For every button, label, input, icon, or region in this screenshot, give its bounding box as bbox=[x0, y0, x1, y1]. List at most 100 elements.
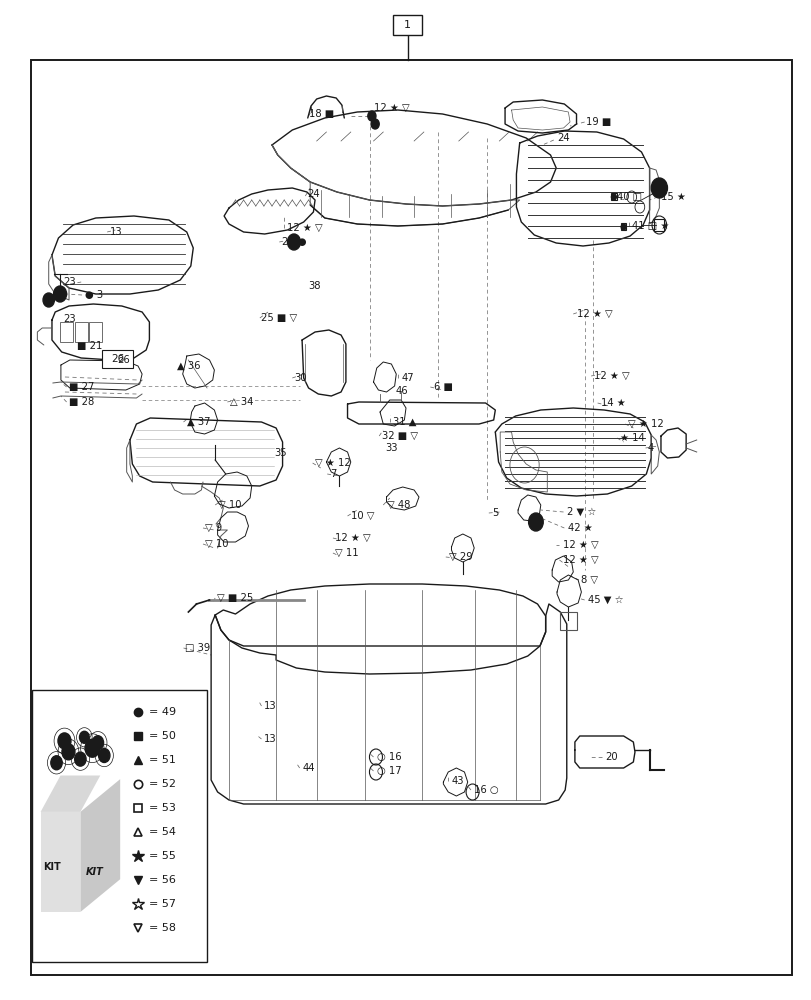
Circle shape bbox=[54, 286, 67, 302]
Text: = 56: = 56 bbox=[148, 875, 175, 885]
Bar bbox=[611, 193, 616, 200]
Text: 42 ★: 42 ★ bbox=[567, 523, 591, 533]
Text: 31 ▲: 31 ▲ bbox=[393, 417, 416, 427]
Text: 22 ●: 22 ● bbox=[281, 237, 306, 247]
Text: 7: 7 bbox=[330, 469, 337, 479]
Text: 26: 26 bbox=[111, 354, 124, 364]
Circle shape bbox=[98, 748, 109, 762]
Text: ▲ 37: ▲ 37 bbox=[187, 417, 210, 427]
Text: ■ 28: ■ 28 bbox=[69, 397, 94, 407]
Text: 16 ○: 16 ○ bbox=[474, 785, 498, 795]
Text: 12 ★ ▽: 12 ★ ▽ bbox=[373, 103, 409, 113]
Text: ▽ ■ 25: ▽ ■ 25 bbox=[217, 593, 253, 603]
Polygon shape bbox=[80, 779, 120, 912]
Text: 18 ■: 18 ■ bbox=[308, 109, 333, 119]
Bar bbox=[32, 690, 207, 962]
Text: = 58: = 58 bbox=[148, 923, 175, 933]
Circle shape bbox=[62, 744, 75, 760]
Text: 20: 20 bbox=[604, 752, 617, 762]
Polygon shape bbox=[41, 776, 101, 812]
Circle shape bbox=[620, 224, 625, 230]
Text: ▽ 10: ▽ 10 bbox=[205, 539, 229, 549]
Circle shape bbox=[528, 513, 543, 531]
Text: 6 ■: 6 ■ bbox=[433, 382, 452, 392]
Text: = 49: = 49 bbox=[148, 707, 175, 717]
Text: 15 ★: 15 ★ bbox=[660, 192, 685, 202]
Text: 32 ■ ▽: 32 ■ ▽ bbox=[381, 431, 417, 441]
Text: ▽ ★ 12: ▽ ★ 12 bbox=[315, 458, 350, 468]
Polygon shape bbox=[41, 812, 80, 912]
Circle shape bbox=[51, 756, 62, 770]
Text: 14 ★: 14 ★ bbox=[600, 398, 624, 408]
Bar bbox=[102, 350, 133, 368]
Text: 46: 46 bbox=[395, 386, 408, 396]
Text: 12 ★ ▽: 12 ★ ▽ bbox=[576, 309, 611, 319]
Text: 30: 30 bbox=[294, 373, 307, 383]
Text: 35: 35 bbox=[274, 448, 287, 458]
Circle shape bbox=[43, 293, 54, 307]
Bar bbox=[75, 322, 88, 342]
Text: 25 ■ ▽: 25 ■ ▽ bbox=[261, 313, 298, 323]
Text: □ 39: □ 39 bbox=[185, 643, 210, 653]
Text: = 57: = 57 bbox=[148, 899, 175, 909]
Text: 41 □ ★: 41 □ ★ bbox=[631, 221, 668, 231]
Text: ▽ ★ 12: ▽ ★ 12 bbox=[628, 419, 663, 429]
Circle shape bbox=[75, 752, 86, 766]
Text: 12 ★ ▽: 12 ★ ▽ bbox=[562, 555, 598, 565]
Text: ▽ 9: ▽ 9 bbox=[205, 523, 222, 533]
Text: 5: 5 bbox=[491, 508, 498, 518]
Circle shape bbox=[85, 739, 100, 757]
Circle shape bbox=[371, 119, 379, 129]
Circle shape bbox=[92, 736, 104, 750]
Text: ○ 16: ○ 16 bbox=[376, 752, 401, 762]
Text: 10 ▽: 10 ▽ bbox=[350, 511, 374, 521]
Text: 13: 13 bbox=[264, 734, 277, 744]
Bar bbox=[654, 219, 663, 231]
Text: ★ 14: ★ 14 bbox=[619, 433, 643, 443]
Text: 45 ▼ ☆: 45 ▼ ☆ bbox=[587, 595, 623, 605]
Text: 2 ▼ ☆: 2 ▼ ☆ bbox=[566, 507, 595, 517]
Circle shape bbox=[79, 731, 89, 743]
Circle shape bbox=[611, 194, 616, 200]
Text: 19 ■: 19 ■ bbox=[586, 117, 611, 127]
Bar bbox=[393, 15, 422, 35]
Text: = 52: = 52 bbox=[148, 779, 175, 789]
Bar bbox=[60, 322, 73, 342]
Text: 40 □: 40 □ bbox=[616, 192, 642, 202]
Text: 38: 38 bbox=[308, 281, 320, 291]
Text: ▽ 11: ▽ 11 bbox=[335, 548, 358, 558]
Text: ■ 27: ■ 27 bbox=[69, 382, 94, 392]
Text: = 54: = 54 bbox=[148, 827, 175, 837]
Text: 4: 4 bbox=[647, 443, 654, 453]
Circle shape bbox=[287, 234, 300, 250]
Text: ▽ 29: ▽ 29 bbox=[448, 552, 472, 562]
Text: △ 34: △ 34 bbox=[230, 397, 253, 407]
Circle shape bbox=[58, 733, 71, 749]
Text: 8 ▽: 8 ▽ bbox=[581, 575, 598, 585]
Text: KIT: KIT bbox=[86, 867, 104, 877]
Text: 43: 43 bbox=[451, 776, 463, 786]
Bar bbox=[89, 322, 102, 342]
Circle shape bbox=[367, 111, 375, 121]
Text: = 50: = 50 bbox=[148, 731, 175, 741]
Text: ▽ 48: ▽ 48 bbox=[386, 500, 410, 510]
Text: 12 ★ ▽: 12 ★ ▽ bbox=[335, 533, 371, 543]
Text: 12 ★ ▽: 12 ★ ▽ bbox=[287, 223, 323, 233]
Text: 13: 13 bbox=[109, 227, 122, 237]
Text: 44: 44 bbox=[302, 763, 314, 773]
Text: ■ 21: ■ 21 bbox=[77, 341, 102, 351]
Text: ● 3: ● 3 bbox=[85, 290, 103, 300]
Text: 24: 24 bbox=[307, 189, 320, 199]
Text: 23: 23 bbox=[63, 277, 76, 287]
Text: ▲ 36: ▲ 36 bbox=[177, 361, 200, 371]
Text: 24: 24 bbox=[556, 133, 569, 143]
Circle shape bbox=[650, 178, 667, 198]
Text: 13: 13 bbox=[264, 701, 277, 711]
Text: KIT: KIT bbox=[43, 861, 61, 871]
Bar bbox=[560, 612, 576, 630]
Text: = 51: = 51 bbox=[148, 755, 175, 765]
Text: 33: 33 bbox=[385, 443, 397, 453]
Text: 47: 47 bbox=[401, 373, 414, 383]
Text: ○ 17: ○ 17 bbox=[376, 766, 401, 776]
Text: 12 ★ ▽: 12 ★ ▽ bbox=[594, 371, 629, 381]
